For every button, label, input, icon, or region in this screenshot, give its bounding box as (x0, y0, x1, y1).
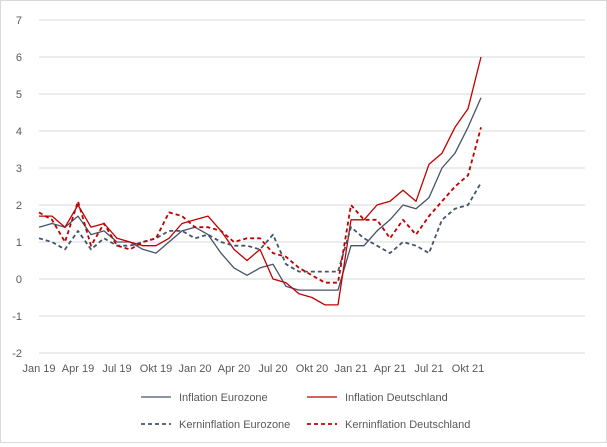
y-tick-label: 1 (16, 237, 22, 249)
y-axis-ticks: -2 -1 0 1 2 3 4 5 6 7 (12, 15, 22, 360)
x-tick-label: Jul 21 (414, 363, 443, 375)
x-tick-label: Apr 20 (218, 363, 250, 375)
x-tick-label: Apr 21 (374, 363, 406, 375)
legend-item: Inflation Deutschland (307, 392, 448, 404)
y-tick-label: -1 (12, 311, 22, 323)
y-tick-label: 5 (16, 89, 22, 101)
y-tick-label: 3 (16, 163, 22, 175)
legend-item: Kerninflation Eurozone (141, 419, 290, 431)
legend-label: Kerninflation Deutschland (345, 419, 470, 431)
x-tick-label: Jan 19 (22, 363, 55, 375)
legend-label: Inflation Deutschland (345, 392, 448, 404)
y-tick-label: -2 (12, 348, 22, 360)
y-tick-label: 2 (16, 200, 22, 212)
legend-label: Kerninflation Eurozone (179, 419, 290, 431)
y-tick-label: 4 (16, 126, 22, 138)
legend-item: Inflation Eurozone (141, 392, 268, 404)
y-tick-label: 0 (16, 274, 22, 286)
series-line-kerninflation-eurozone (38, 182, 482, 273)
x-tick-label: Jan 20 (178, 363, 211, 375)
legend: Inflation Eurozone Inflation Deutschland K… (141, 392, 470, 431)
x-axis-ticks: Jan 19 Apr 19 Jul 19 Okt 19 Jan 20 Apr 20 Jul … (22, 363, 484, 375)
x-tick-label: Okt 19 (140, 363, 172, 375)
series-line-kerninflation-deutschland (38, 127, 482, 284)
series-line-inflation-deutschland (39, 56, 482, 306)
y-tick-label: 7 (16, 15, 22, 27)
x-tick-label: Okt 20 (296, 363, 328, 375)
series-lines (38, 56, 482, 306)
legend-label: Inflation Eurozone (179, 392, 268, 404)
x-tick-label: Apr 19 (62, 363, 94, 375)
gridlines (39, 19, 585, 354)
series-line-inflation-eurozone (38, 97, 482, 291)
x-tick-label: Okt 21 (452, 363, 484, 375)
x-tick-label: Jul 19 (102, 363, 131, 375)
x-tick-label: Jul 20 (258, 363, 287, 375)
y-tick-label: 6 (16, 52, 22, 64)
x-tick-label: Jan 21 (334, 363, 367, 375)
legend-item: Kerninflation Deutschland (307, 419, 470, 431)
